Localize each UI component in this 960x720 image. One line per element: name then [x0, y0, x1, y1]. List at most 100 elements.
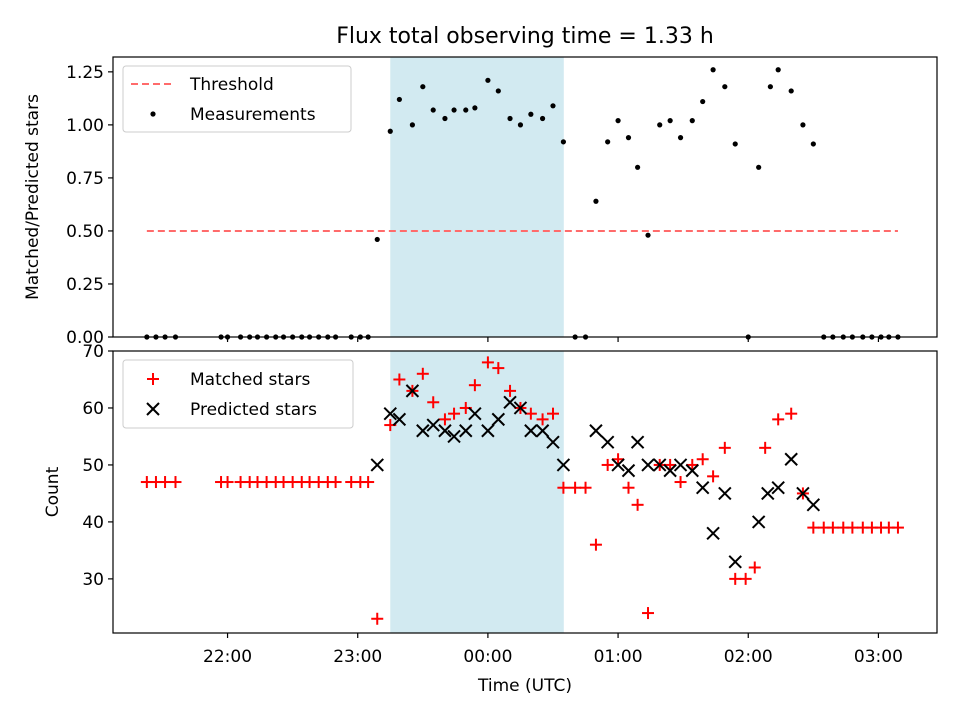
measurement-point	[710, 67, 716, 73]
matched-star-point	[427, 396, 440, 409]
predicted-star-point	[685, 463, 699, 478]
matched-star-point	[891, 521, 904, 534]
bottom-legend: Matched stars Predicted stars	[122, 359, 354, 429]
measurement-point	[430, 107, 436, 113]
bottom-axes-frame	[112, 350, 938, 634]
matched-star-point	[579, 481, 592, 494]
matched-star-point	[468, 379, 481, 392]
predicted-star-point	[535, 424, 550, 438]
measurement-point	[732, 141, 738, 147]
legend-measurements-swatch	[150, 111, 156, 117]
predicted-star-point	[600, 435, 615, 449]
legend-matched-swatch	[147, 373, 159, 385]
predicted-star-point	[370, 458, 384, 472]
measurement-point	[689, 118, 695, 124]
predicted-star-point	[459, 424, 473, 438]
bottom-legend-box	[122, 359, 354, 429]
measurement-point	[667, 118, 673, 124]
bottom-panel: 30 40 50 60 70 22:00 23:00 00:00 01:00 02:00 03:0…	[43, 342, 938, 696]
matched-star-point	[718, 441, 731, 454]
matched-star-point	[569, 481, 582, 494]
x-tick-label: 23:00	[333, 647, 382, 667]
matched-star-point	[524, 407, 537, 420]
observing-window-shade	[390, 57, 564, 337]
predicted-star-point	[589, 424, 603, 438]
x-tick-label: 01:00	[594, 647, 643, 667]
predicted-star-point	[468, 406, 482, 421]
measurement-point	[645, 232, 651, 238]
predicted-star-point	[556, 458, 571, 472]
predicted-star-point	[784, 452, 798, 466]
legend-matched-label: Matched stars	[190, 370, 310, 390]
matched-star-point	[748, 561, 761, 574]
matched-star-point	[664, 458, 677, 471]
matched-star-point	[557, 481, 570, 494]
matched-star-point	[546, 407, 559, 420]
predicted-star-point	[513, 401, 528, 415]
matched-star-point	[772, 413, 785, 426]
predicted-star-point	[383, 406, 397, 421]
y-tick-label: 70	[82, 342, 104, 362]
predicted-star-point	[503, 395, 517, 409]
measurement-point	[451, 107, 457, 113]
predicted-star-point	[728, 555, 742, 569]
measurement-point	[539, 115, 546, 122]
matched-star-point	[846, 521, 859, 534]
measurement-point	[374, 236, 380, 243]
matched-star-point	[438, 413, 451, 426]
measurement-point	[396, 96, 402, 103]
matched-star-point	[631, 498, 644, 511]
measurement-point	[463, 107, 469, 113]
x-tick-label: 22:00	[203, 647, 252, 667]
measurement-point	[625, 135, 632, 141]
measurement-point	[635, 164, 641, 170]
predicted-star-point	[426, 418, 440, 432]
measurement-point	[677, 135, 684, 141]
y-tick-label: 0.75	[66, 169, 104, 189]
measurement-point	[387, 128, 393, 134]
predicted-star-point	[630, 435, 645, 449]
predicted-star-point	[438, 424, 452, 438]
matched-star-point	[785, 407, 798, 420]
matched-star-point	[642, 607, 655, 620]
measurement-point	[560, 139, 567, 145]
legend-predicted-swatch	[146, 402, 160, 416]
matched-star-point	[739, 572, 752, 585]
predicted-star-point	[718, 486, 732, 501]
y-tick-label: 30	[82, 570, 104, 590]
matched-star-point	[589, 538, 602, 551]
predicted-star-point	[491, 412, 506, 427]
measurement-point	[442, 115, 448, 122]
predicted-star-point	[405, 384, 420, 398]
y-tick-label: 0.25	[66, 275, 104, 295]
matched-star-point	[612, 453, 625, 466]
predicted-star-point	[673, 458, 688, 472]
y-tick-label: 60	[82, 399, 104, 419]
top-y-axis-label: Matched/Predicted stars	[23, 94, 43, 300]
measurement-point	[593, 198, 599, 204]
measurement-point	[615, 118, 621, 124]
x-tick-label: 02:00	[724, 647, 773, 667]
predicted-star-point	[641, 458, 655, 472]
x-axis-label: Time (UTC)	[477, 676, 572, 696]
matched-star-point	[759, 441, 772, 454]
y-tick-label: 0.00	[66, 328, 104, 348]
predicted-star-point	[481, 424, 495, 438]
legend-threshold-label: Threshold	[189, 75, 274, 95]
predicted-star-point	[524, 424, 538, 438]
predicted-star-point	[663, 463, 677, 478]
measurement-point	[767, 84, 773, 90]
predicted-star-point	[751, 515, 766, 529]
top-axes-frame	[112, 56, 938, 338]
observing-window-shade	[390, 351, 564, 633]
predicted-star-point	[706, 526, 720, 541]
matched-star-point	[393, 373, 406, 386]
measurement-point	[485, 77, 491, 83]
predicted-star-point	[796, 486, 810, 501]
matched-star-point	[362, 476, 375, 489]
matched-star-point	[707, 470, 720, 483]
measurement-point	[657, 122, 663, 128]
matched-star-point	[221, 476, 234, 489]
x-tick-label: 00:00	[463, 647, 512, 667]
